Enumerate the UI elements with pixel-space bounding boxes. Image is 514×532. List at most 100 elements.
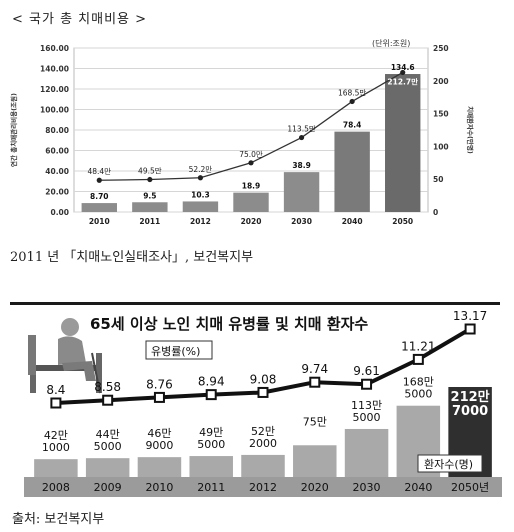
bottom-patients-value-label: 1000 <box>42 441 70 454</box>
bottom-prevalence-marker <box>361 378 373 390</box>
top-x-tick-label: 2050 <box>392 217 413 226</box>
bottom-x-tick-label: 2012 <box>249 481 277 494</box>
top-left-tick-label: 120.00 <box>40 85 69 94</box>
bottom-patients-value-label: 75만 <box>303 415 327 428</box>
top-cost-bar <box>283 172 320 212</box>
top-cost-value-label: 9.5 <box>143 191 156 200</box>
bottom-chart: 65세 이상 노인 치매 유병률 및 치매 환자수 유병률(%) 2008 42만… <box>24 309 502 497</box>
bottom-patients-value-label: 46만 <box>147 427 171 440</box>
top-cost-bar <box>81 203 117 212</box>
top-left-tick-label: 20.00 <box>45 188 69 197</box>
top-patients-value-label: 168.5만 <box>338 88 366 97</box>
top-left-axis-label: 연간 총치매관리비용(조원) <box>9 93 18 167</box>
top-right-tick-label: 0 <box>433 208 438 217</box>
bottom-prevalence-marker <box>205 389 217 401</box>
top-chart: 8.70 9.5 10.3 18.9 38.9 78.4 134.6 48.4만 49.5만 52… <box>9 44 475 226</box>
bottom-prevalence-value-label: 11.21 <box>401 339 435 353</box>
top-right-axis-label: 치매환자수(만명) <box>466 106 475 154</box>
top-left-tick-label: 0.00 <box>50 208 69 217</box>
bottom-patients-value-label: 5000 <box>197 438 225 451</box>
bottom-prevalence-marker <box>102 394 114 406</box>
top-patients-marker <box>96 177 102 183</box>
top-x-tick-label: 2020 <box>241 217 262 226</box>
top-chart-unit: (단위:조원) <box>372 39 411 48</box>
top-right-tick-label: 100 <box>433 142 449 151</box>
bottom-x-tick-label: 2009 <box>94 481 122 494</box>
top-left-tick-label: 60.00 <box>45 147 69 156</box>
bottom-prevalence-marker <box>309 376 321 388</box>
top-x-tick-label: 2010 <box>89 217 110 226</box>
top-cost-bar <box>233 192 269 212</box>
top-left-tick-label: 160.00 <box>40 44 69 53</box>
bottom-patients-value-label: 9000 <box>145 439 173 452</box>
top-right-tick-label: 150 <box>433 110 449 119</box>
top-patients-marker <box>248 160 254 166</box>
top-patients-marker <box>298 134 305 141</box>
top-x-tick-label: 2030 <box>291 217 312 226</box>
bottom-prevalence-value-label: 9.08 <box>250 372 277 386</box>
bottom-patients-bar <box>344 428 389 477</box>
top-patients-value-label: 75.0만 <box>239 150 263 159</box>
bottom-patients-bar <box>34 459 78 477</box>
bottom-patients-value-label: 49만 <box>199 426 223 439</box>
bottom-patients-value-label: 42만 <box>44 429 68 442</box>
bottom-patients-value-label: 52만 <box>251 425 275 438</box>
bottom-x-tick-label: 2010 <box>145 481 173 494</box>
legend-prevalence: 유병률(%) <box>145 340 213 360</box>
top-x-tick-label: 2040 <box>342 217 363 226</box>
top-patients-marker <box>197 175 204 181</box>
bottom-x-tick-label: 2008 <box>42 481 70 494</box>
top-chart-title: < 국가 총 치매비용 > <box>12 12 148 27</box>
top-patients-value-label: 212.7만 <box>387 76 418 86</box>
top-cost-bar <box>182 201 219 212</box>
bottom-prevalence-value-label: 8.58 <box>94 380 121 394</box>
bottom-patients-bar <box>85 458 130 477</box>
legend-patients: 환자수(명) <box>417 454 483 473</box>
bottom-x-tick-label: 2011 <box>197 481 225 494</box>
top-cost-bar <box>385 74 421 212</box>
bottom-prevalence-value-label: 13.17 <box>453 309 487 323</box>
bottom-patients-value-label: 113만 <box>351 399 382 412</box>
top-patients-value-label: 48.4만 <box>87 167 111 176</box>
top-left-tick-label: 40.00 <box>45 167 69 176</box>
top-chart-source: 2011 년 「치매노인실태조사」, 보건복지부 <box>10 250 254 265</box>
top-cost-value-label: 8.70 <box>90 192 109 201</box>
top-left-tick-label: 80.00 <box>45 126 69 135</box>
bottom-x-tick-label: 2040 <box>404 481 432 494</box>
bottom-chart-title: 65세 이상 노인 치매 유병률 및 치매 환자수 <box>90 315 368 333</box>
bottom-patients-value-label: 5000 <box>94 440 122 453</box>
bottom-x-tick-label: 2050년 <box>451 481 489 494</box>
bottom-patients-value-label: 5000 <box>404 388 432 401</box>
top-cost-bar <box>334 131 370 212</box>
bottom-prevalence-value-label: 9.74 <box>301 362 328 376</box>
bottom-patients-value-label: 7000 <box>452 404 488 419</box>
bottom-prevalence-marker <box>464 323 476 335</box>
bottom-x-tick-label: 2020 <box>301 481 329 494</box>
bottom-x-tick-label: 2030 <box>353 481 381 494</box>
top-cost-bar <box>132 202 168 212</box>
bottom-prevalence-value-label: 8.94 <box>198 375 225 389</box>
bottom-prevalence-marker <box>257 386 269 398</box>
bottom-x-axis-band <box>24 477 502 497</box>
bottom-patients-value-label: 44만 <box>96 428 120 441</box>
bottom-prevalence-value-label: 9.61 <box>353 364 380 378</box>
top-patients-value-label: 113.5만 <box>287 125 315 134</box>
top-patients-marker <box>349 98 355 105</box>
bottom-chart-source: 출처: 보건복지부 <box>12 512 105 527</box>
top-left-tick-label: 140.00 <box>40 65 69 74</box>
top-right-tick-label: 250 <box>433 44 449 53</box>
top-left-tick-label: 100.00 <box>40 106 69 115</box>
top-right-tick-label: 50 <box>433 175 443 184</box>
bottom-patients-value-label: 5000 <box>353 411 381 424</box>
legend-prevalence-label: 유병률(%) <box>151 345 200 358</box>
bottom-prevalence-value-label: 8.4 <box>46 383 65 397</box>
top-patients-value-label: 49.5만 <box>138 167 162 176</box>
bottom-prevalence-marker <box>50 397 62 409</box>
bottom-patients-bar <box>293 445 337 477</box>
bottom-prevalence-marker <box>412 353 424 365</box>
section-divider <box>10 302 500 305</box>
bottom-prevalence-marker <box>153 391 165 403</box>
top-cost-value-label: 18.9 <box>242 182 261 191</box>
top-cost-value-label: 10.3 <box>191 190 210 199</box>
top-cost-value-label: 78.4 <box>343 121 362 130</box>
